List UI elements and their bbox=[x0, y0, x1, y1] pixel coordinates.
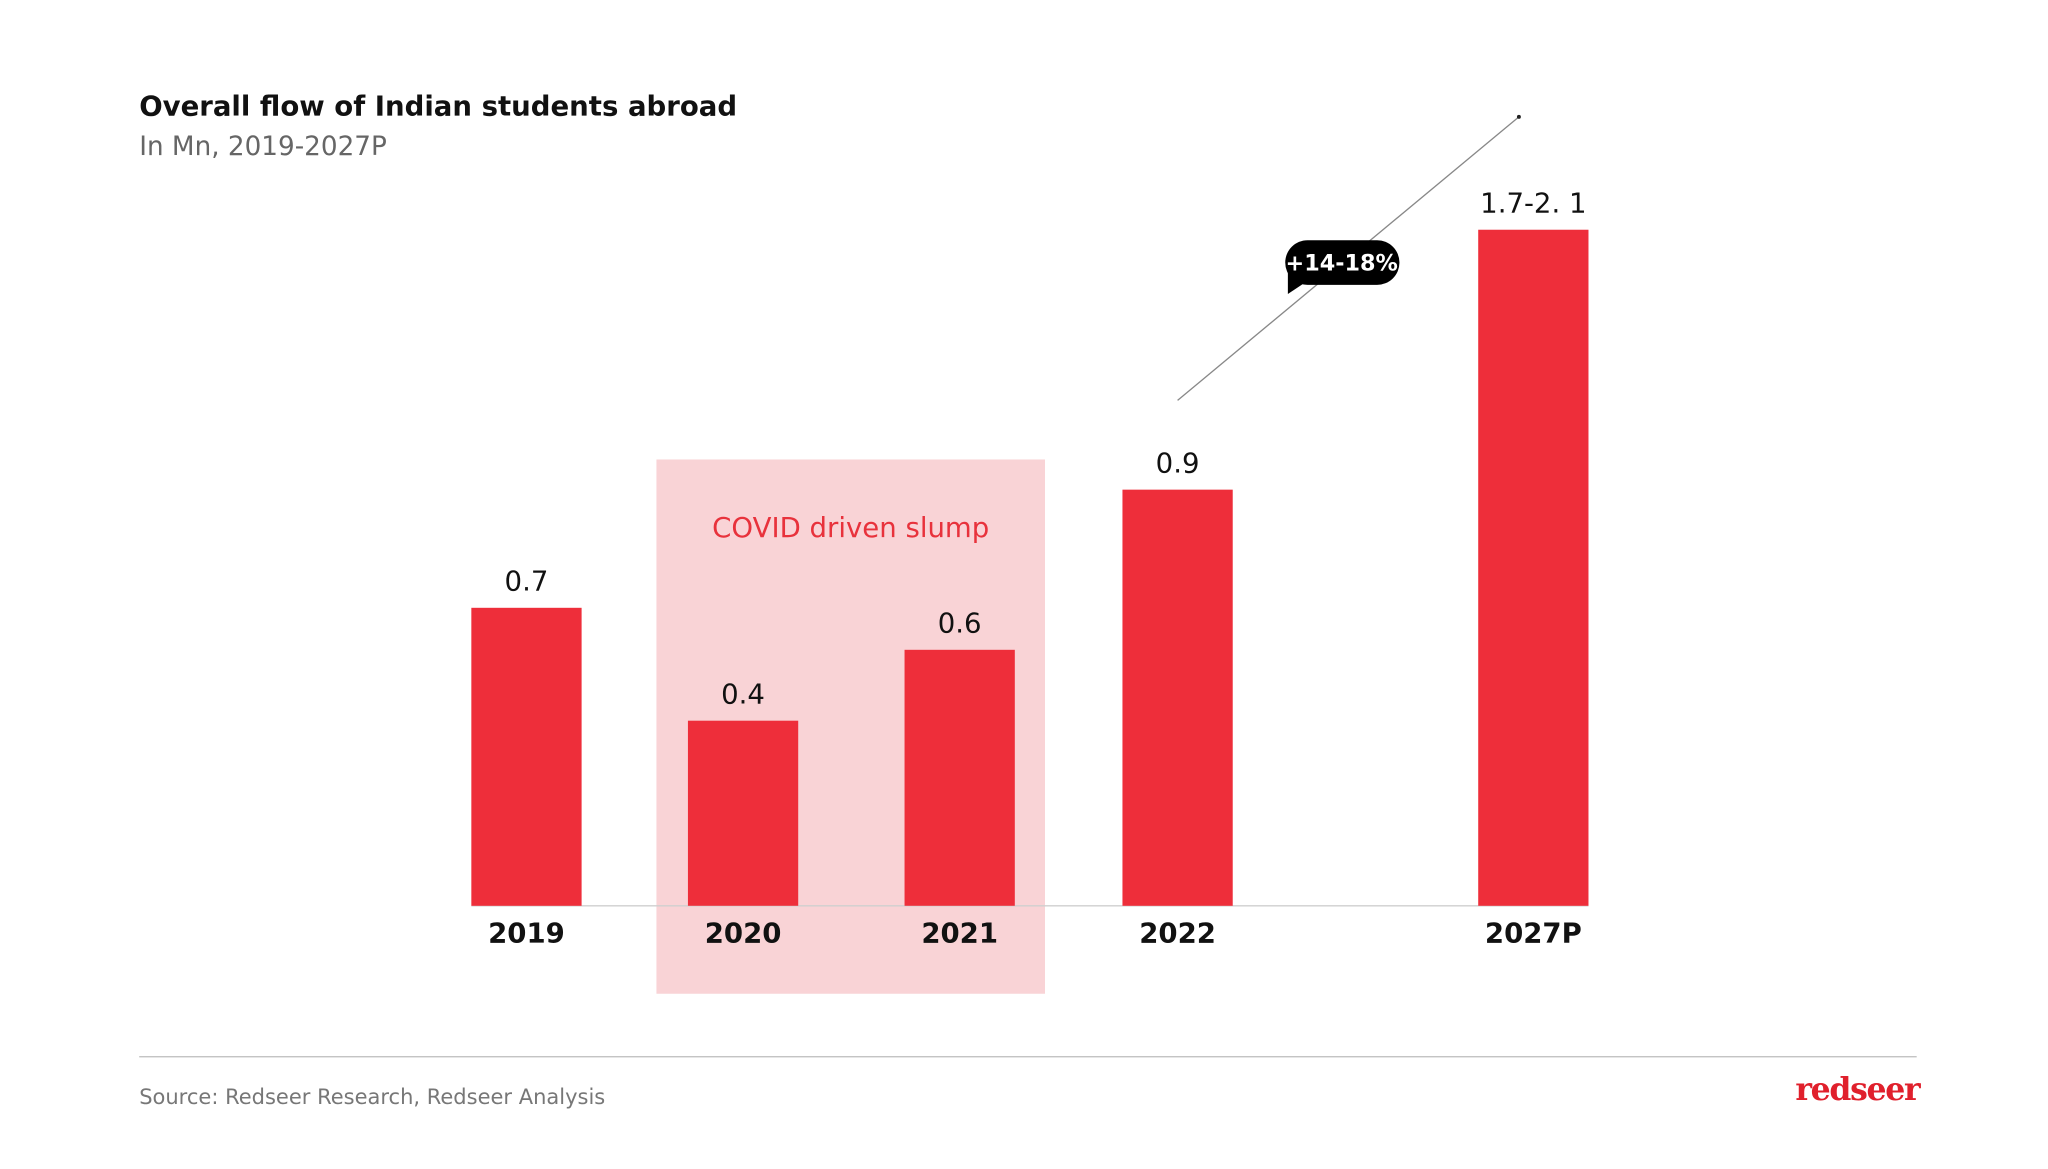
data-label-2021: 0.6 bbox=[938, 608, 982, 640]
bar-2019 bbox=[471, 607, 582, 906]
data-label-2020: 0.4 bbox=[721, 679, 765, 711]
chart-subtitle: In Mn, 2019-2027P bbox=[139, 132, 387, 162]
bar-2022 bbox=[1122, 489, 1233, 906]
x-tick-label-2022: 2022 bbox=[1139, 918, 1216, 950]
source-note: Source: Redseer Research, Redseer Analys… bbox=[139, 1085, 605, 1109]
growth-badge: +14-18% bbox=[1285, 240, 1400, 295]
x-tick-label-2020: 2020 bbox=[705, 918, 782, 950]
data-label-2022: 0.9 bbox=[1156, 448, 1200, 480]
bar-2020 bbox=[687, 720, 799, 906]
bar-2021 bbox=[904, 649, 1015, 906]
x-tick-label-2021: 2021 bbox=[921, 918, 998, 950]
redseer-logo: redseer bbox=[1795, 1071, 1921, 1108]
growth-trend-end-dot bbox=[1516, 114, 1521, 119]
chart-title: Overall flow of Indian students abroad bbox=[139, 91, 737, 123]
x-tick-label-2019: 2019 bbox=[488, 918, 565, 950]
data-label-2027P: 1.7-2. 1 bbox=[1480, 188, 1586, 220]
x-tick-label-2027P: 2027P bbox=[1485, 918, 1582, 950]
data-label-2019: 0.7 bbox=[505, 566, 549, 598]
covid-highlight-label: COVID driven slump bbox=[712, 512, 989, 544]
growth-badge-label: +14-18% bbox=[1286, 250, 1398, 276]
bar-2027P bbox=[1478, 229, 1589, 906]
